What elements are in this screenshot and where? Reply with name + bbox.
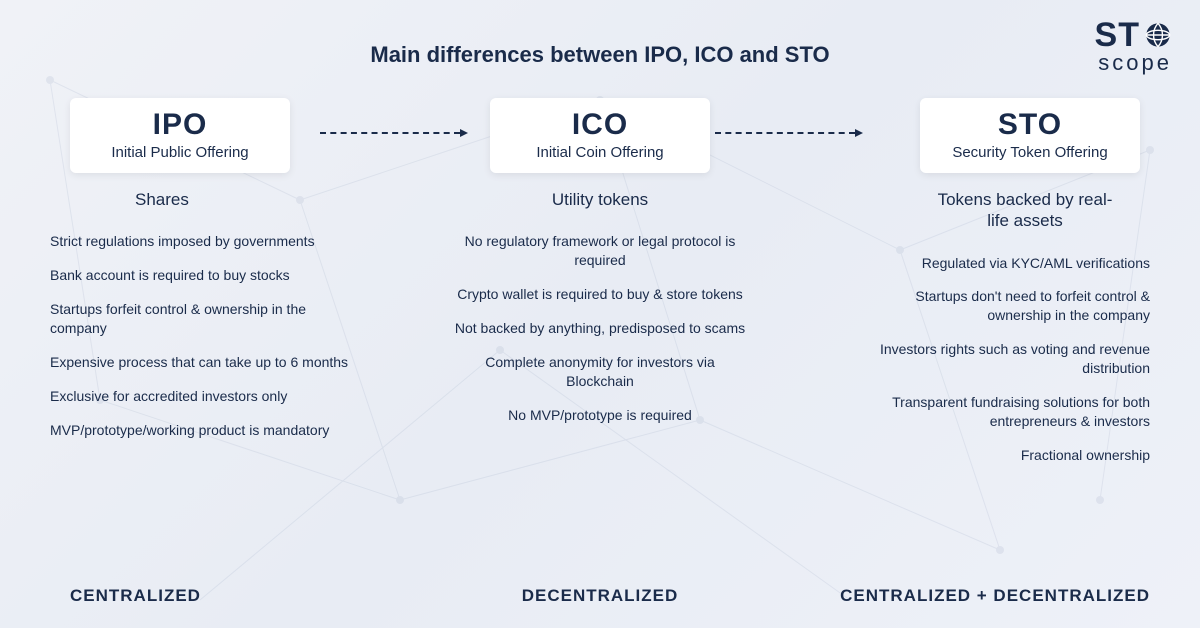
- fullname-ipo: Initial Public Offering: [98, 144, 262, 161]
- point: Complete anonymity for investors via Blo…: [450, 353, 750, 391]
- logo-text-top: ST: [1095, 18, 1140, 52]
- point: Startups don't need to forfeit control &…: [850, 287, 1150, 325]
- point: Transparent fundraising solutions for bo…: [850, 393, 1150, 431]
- point: No regulatory framework or legal protoco…: [450, 232, 750, 270]
- point: Crypto wallet is required to buy & store…: [450, 285, 750, 304]
- point: Regulated via KYC/AML verifications: [850, 254, 1150, 273]
- header-box-ipo: IPO Initial Public Offering: [70, 98, 290, 173]
- points-sto: Regulated via KYC/AML verifications Star…: [850, 254, 1150, 465]
- globe-icon: [1144, 21, 1172, 49]
- point: Startups forfeit control & ownership in …: [50, 300, 350, 338]
- column-ipo: IPO Initial Public Offering Shares Stric…: [50, 98, 390, 465]
- subtitle-sto: Tokens backed by real-life assets: [930, 189, 1150, 232]
- point: Not backed by anything, predisposed to s…: [450, 319, 750, 338]
- point: No MVP/prototype is required: [450, 406, 750, 425]
- header-box-ico: ICO Initial Coin Offering: [490, 98, 710, 173]
- point: Strict regulations imposed by government…: [50, 232, 350, 251]
- header-box-sto: STO Security Token Offering: [920, 98, 1140, 173]
- abbr-sto: STO: [948, 108, 1112, 142]
- point: Expensive process that can take up to 6 …: [50, 353, 350, 372]
- point: Exclusive for accredited investors only: [50, 387, 350, 406]
- point: Investors rights such as voting and reve…: [850, 340, 1150, 378]
- point: Bank account is required to buy stocks: [50, 266, 350, 285]
- page-title: Main differences between IPO, ICO and ST…: [0, 0, 1200, 68]
- subtitle-ipo: Shares: [50, 189, 189, 210]
- footer-sto: CENTRALIZED + DECENTRALIZED: [840, 586, 1150, 606]
- footer-ipo: CENTRALIZED: [70, 586, 201, 606]
- column-ico: ICO Initial Coin Offering Utility tokens…: [430, 98, 770, 465]
- footer-ico: DECENTRALIZED: [522, 586, 679, 606]
- subtitle-ico: Utility tokens: [552, 189, 648, 210]
- abbr-ico: ICO: [518, 108, 682, 142]
- comparison-columns: IPO Initial Public Offering Shares Stric…: [0, 68, 1200, 465]
- fullname-sto: Security Token Offering: [948, 144, 1112, 161]
- point: MVP/prototype/working product is mandato…: [50, 421, 350, 440]
- column-sto: STO Security Token Offering Tokens backe…: [810, 98, 1150, 465]
- abbr-ipo: IPO: [98, 108, 262, 142]
- point: Fractional ownership: [850, 446, 1150, 465]
- fullname-ico: Initial Coin Offering: [518, 144, 682, 161]
- points-ico: No regulatory framework or legal protoco…: [450, 232, 750, 424]
- points-ipo: Strict regulations imposed by government…: [50, 232, 350, 439]
